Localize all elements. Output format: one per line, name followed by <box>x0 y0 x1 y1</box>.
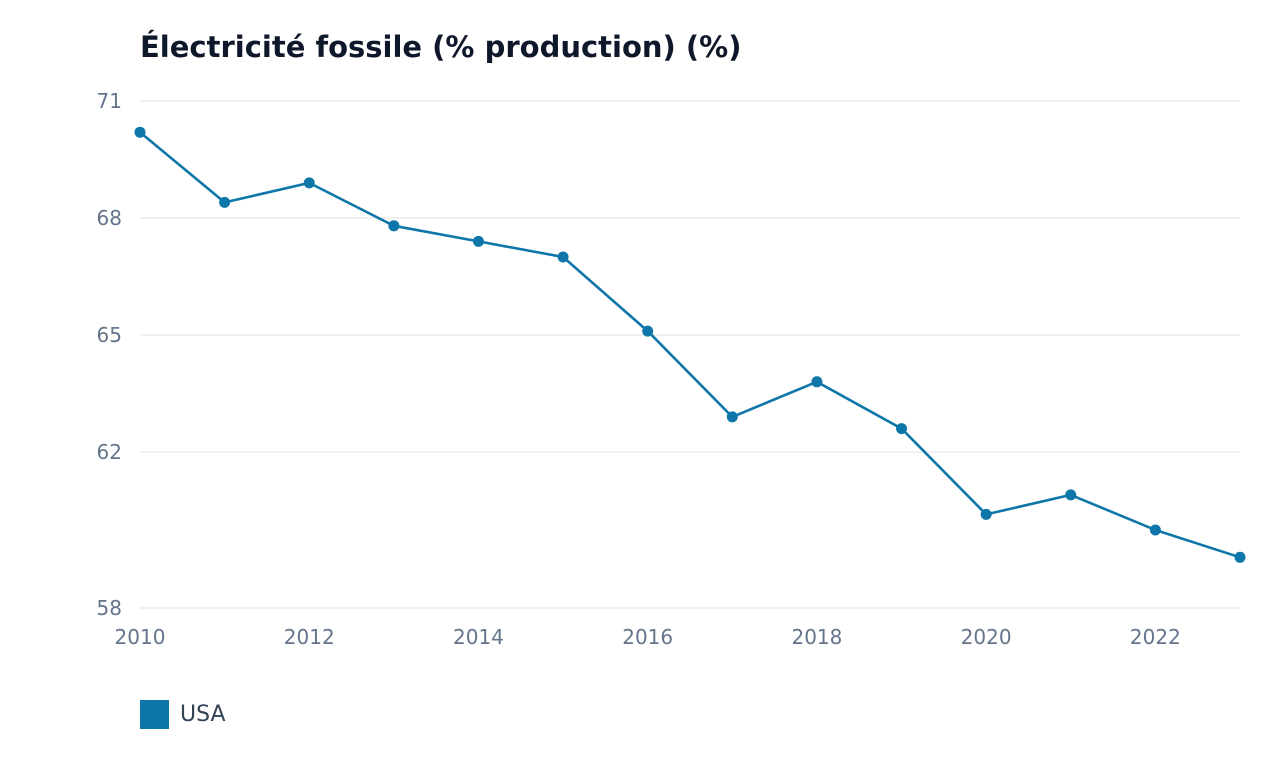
y-tick-label: 71 <box>97 89 122 113</box>
x-tick-label: 2020 <box>961 625 1012 649</box>
data-point <box>811 376 823 388</box>
data-point <box>1149 524 1161 536</box>
data-point <box>303 177 315 189</box>
x-tick-label: 2022 <box>1130 625 1181 649</box>
y-axis-tick-labels: 58 62 65 68 71 <box>97 89 122 620</box>
series-line-usa <box>138 130 1242 559</box>
x-tick-label: 2018 <box>791 625 842 649</box>
legend-label-usa: USA <box>180 702 226 727</box>
x-tick-label: 2016 <box>622 625 673 649</box>
y-tick-label: 58 <box>97 596 122 620</box>
y-tick-label: 68 <box>97 206 122 230</box>
data-point <box>1234 551 1246 563</box>
data-point <box>980 508 992 520</box>
x-tick-label: 2010 <box>115 625 166 649</box>
data-point <box>219 196 231 208</box>
legend-swatch-usa <box>140 700 169 729</box>
y-tick-label: 62 <box>97 440 122 464</box>
data-point <box>642 325 654 337</box>
series-layer <box>134 126 1246 563</box>
chart-title: Électricité fossile (% production) (%) <box>140 30 742 64</box>
data-point <box>896 423 908 435</box>
data-point <box>388 220 400 232</box>
grid-lines <box>140 100 1240 609</box>
y-tick-label: 65 <box>97 323 122 347</box>
legend: USA <box>140 700 226 729</box>
data-point <box>557 251 569 263</box>
data-point <box>726 411 738 423</box>
x-axis-tick-labels: 2010 2012 2014 2016 2018 2020 2022 <box>115 625 1181 649</box>
data-point <box>1065 489 1077 501</box>
x-tick-label: 2014 <box>453 625 504 649</box>
x-tick-label: 2012 <box>284 625 335 649</box>
data-point <box>472 235 484 247</box>
data-point <box>134 126 146 138</box>
